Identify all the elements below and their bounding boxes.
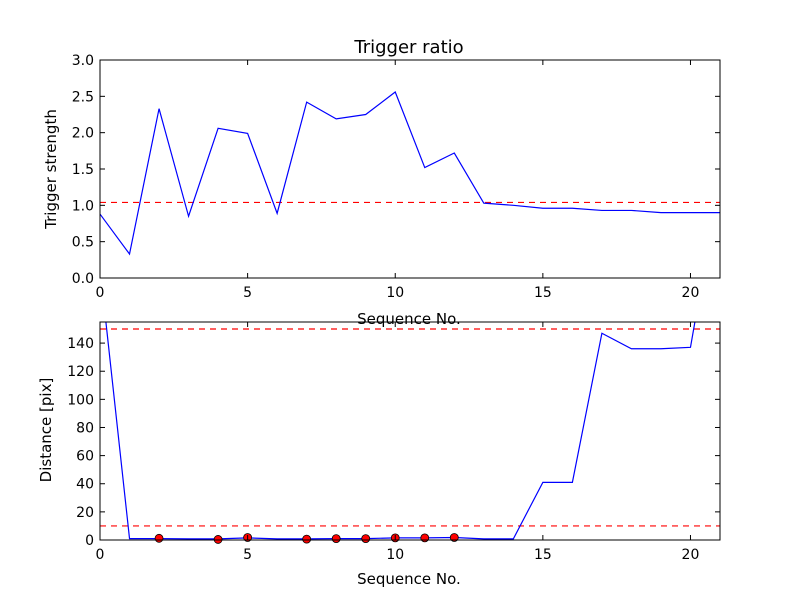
data-point xyxy=(331,534,341,543)
data-point xyxy=(213,535,223,544)
y-tick-label: 100 xyxy=(67,392,94,408)
data-point xyxy=(154,533,164,543)
x-axis-label: Sequence No. xyxy=(357,570,461,588)
y-tick-label: 0.0 xyxy=(72,271,94,287)
y-tick-label: 2.5 xyxy=(72,89,94,105)
trigger-ratio-plot: Trigger ratio Trigger strength Sequence … xyxy=(42,37,721,328)
x-tick-label: 5 xyxy=(243,547,252,563)
x-tick-label: 0 xyxy=(96,285,105,301)
y-tick-label: 40 xyxy=(76,477,94,493)
series-line xyxy=(100,91,720,256)
x-tick-label: 20 xyxy=(682,285,700,301)
chart-title: Trigger ratio xyxy=(353,37,463,58)
x-tick-label: 10 xyxy=(386,285,404,301)
data-point xyxy=(420,533,430,543)
series-line xyxy=(105,322,696,540)
y-tick-label: 1.5 xyxy=(72,162,94,178)
x-tick-label: 20 xyxy=(682,547,700,563)
y-tick-label: 80 xyxy=(76,420,94,436)
x-tick-label: 5 xyxy=(243,285,252,301)
y-tick-label: 140 xyxy=(67,336,94,352)
y-tick-label: 120 xyxy=(67,364,94,380)
y-tick-label: 60 xyxy=(76,449,94,465)
y-tick-label: 20 xyxy=(76,505,94,521)
plot-frame xyxy=(99,321,721,541)
y-tick-label: 1.0 xyxy=(72,198,94,214)
x-tick-label: 15 xyxy=(534,547,552,563)
y-axis-label: Trigger strength xyxy=(42,109,60,230)
data-point xyxy=(302,534,312,544)
x-tick-label: 0 xyxy=(96,547,105,563)
data-point xyxy=(449,533,459,542)
x-tick-label: 10 xyxy=(386,547,404,563)
x-axis-label: Sequence No. xyxy=(357,310,461,328)
x-tick-label: 15 xyxy=(534,285,552,301)
data-point xyxy=(361,534,371,543)
y-tick-label: 0 xyxy=(85,533,94,549)
distance-plot: Distance [pix] Sequence No. 0 5 10 15 20 0 20 4… xyxy=(37,321,721,588)
y-tick-label: 3.0 xyxy=(72,53,94,69)
plot-frame xyxy=(99,59,721,279)
y-axis-label: Distance [pix] xyxy=(37,378,55,483)
y-tick-label: 2.0 xyxy=(72,126,94,142)
y-tick-label: 0.5 xyxy=(72,235,94,251)
